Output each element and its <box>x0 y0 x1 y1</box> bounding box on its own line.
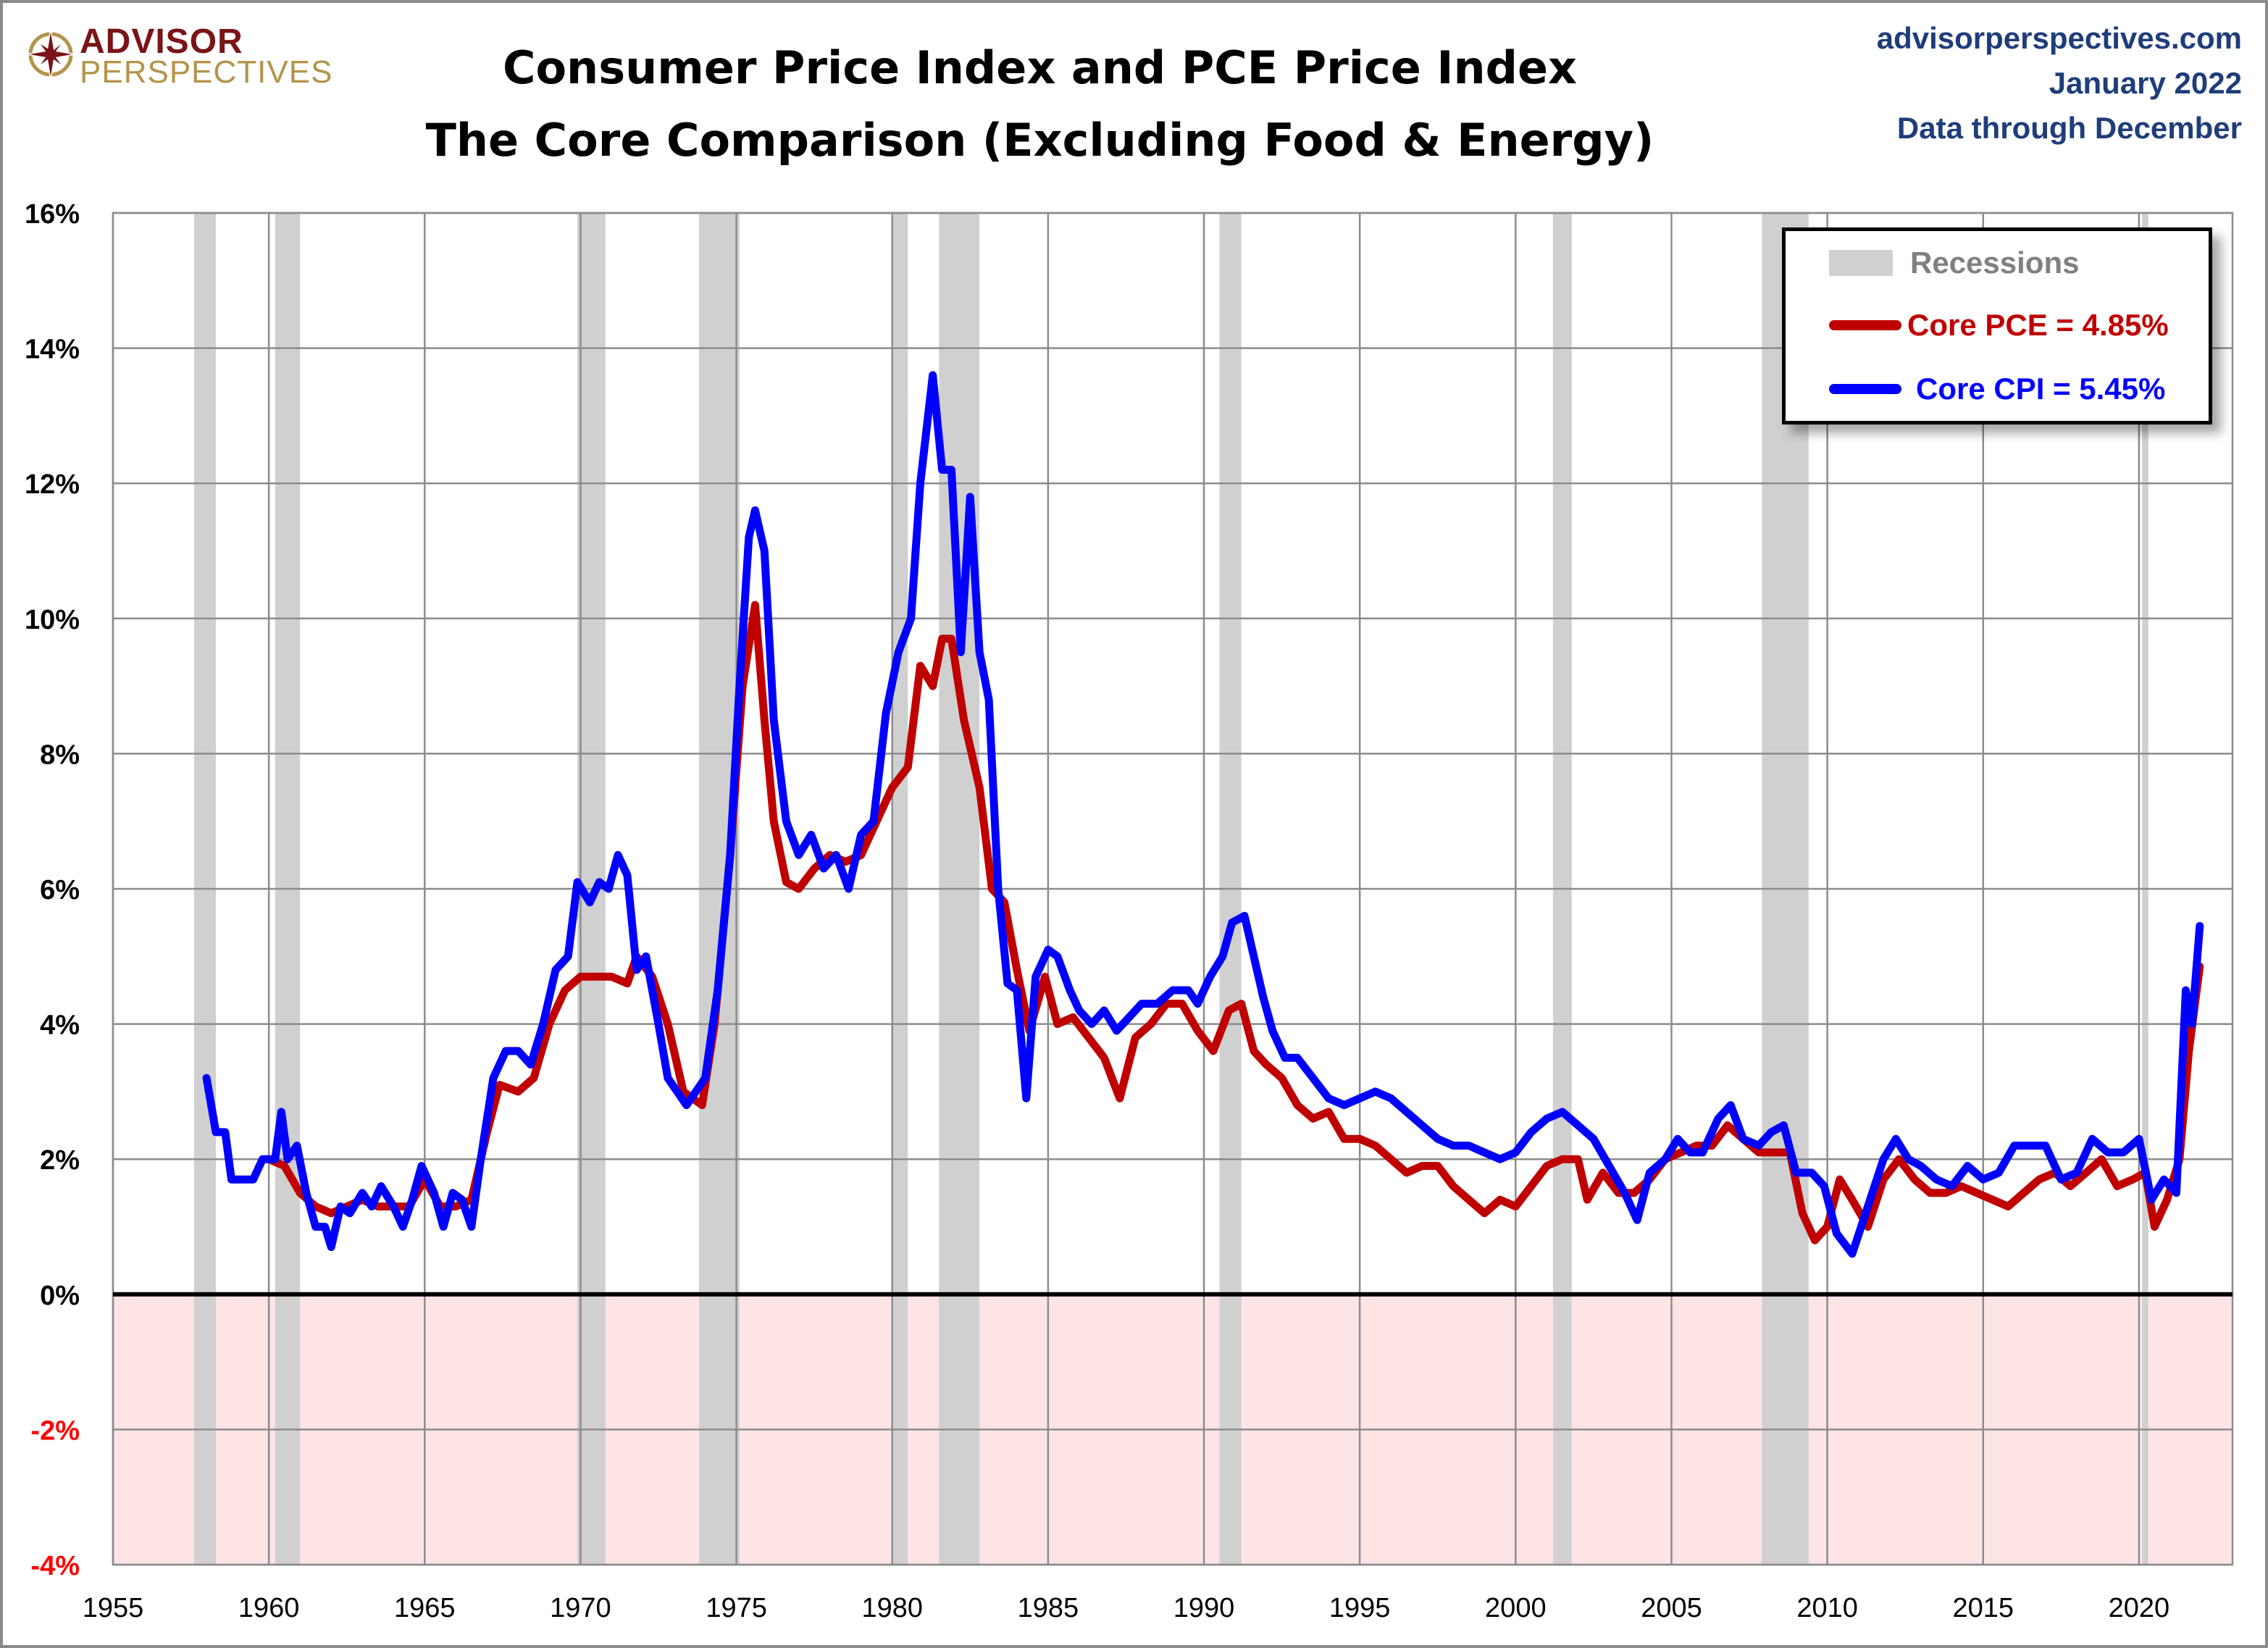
legend-recessions-label: Recessions <box>1910 246 2080 280</box>
y-tick-label: 12% <box>25 469 80 500</box>
logo-line1: ADVISOR <box>80 22 243 61</box>
x-tick-label: 1980 <box>861 1593 923 1623</box>
x-tick-label: 2005 <box>1641 1593 1702 1623</box>
x-tick-label: 1970 <box>550 1593 611 1623</box>
plot-border <box>112 212 2234 1566</box>
source-info: advisorperspectives.com January 2022 Dat… <box>1877 16 2242 151</box>
x-tick-label: 1990 <box>1173 1593 1235 1623</box>
core-pce-line <box>264 601 2204 1245</box>
chart-title: Consumer Price Index and PCE Price Index… <box>0 32 2174 177</box>
data-note: Data through December <box>1896 111 2242 145</box>
x-tick-label: 2020 <box>2109 1593 2170 1623</box>
y-tick-label: 6% <box>40 875 80 905</box>
legend-cpi-label: Core CPI = 5.45% <box>1916 372 2166 406</box>
x-tick-label: 1955 <box>83 1593 144 1623</box>
title-line2: The Core Comparison (Excluding Food & En… <box>425 114 1654 167</box>
legend-cpi: Core CPI = 5.45% <box>1829 372 2165 406</box>
y-tick-label: -2% <box>30 1415 80 1446</box>
recession-swatch <box>1829 250 1893 276</box>
x-tick-label: 1975 <box>706 1593 767 1623</box>
y-tick-label: 2% <box>40 1145 80 1176</box>
legend-pce: Core PCE = 4.85% <box>1829 308 2169 343</box>
x-tick-label: 1965 <box>394 1593 456 1623</box>
compass-icon <box>26 28 76 80</box>
x-tick-label: 1995 <box>1329 1593 1391 1623</box>
y-tick-label: 4% <box>40 1011 80 1041</box>
legend: Recessions Core PCE = 4.85% Core CPI = 5… <box>1782 227 2212 424</box>
x-tick-label: 1960 <box>238 1593 300 1623</box>
pce-line-swatch <box>1829 320 1901 330</box>
site-name: advisorperspectives.com <box>1876 21 2242 55</box>
x-tick-label: 2000 <box>1485 1593 1547 1623</box>
logo-line2: PERSPECTIVES <box>80 54 333 90</box>
y-tick-label: 10% <box>25 605 80 635</box>
x-tick-label: 2015 <box>1952 1593 2014 1623</box>
core-cpi-line <box>202 371 2204 1258</box>
cpi-line-swatch <box>1829 384 1901 394</box>
y-tick-label: 8% <box>40 740 80 770</box>
title-line1: Consumer Price Index and PCE Price Index <box>502 41 1578 94</box>
legend-recessions: Recessions <box>1829 246 2079 280</box>
x-tick-label: 1985 <box>1018 1593 1079 1623</box>
y-tick-label: 0% <box>40 1281 80 1311</box>
x-tick-label: 2010 <box>1796 1593 1858 1623</box>
publish-date: January 2022 <box>2049 66 2242 100</box>
legend-pce-label: Core PCE = 4.85% <box>1907 308 2169 342</box>
y-tick-label: 16% <box>25 199 80 230</box>
y-tick-label: -4% <box>30 1551 80 1581</box>
y-tick-label: 14% <box>25 335 80 365</box>
